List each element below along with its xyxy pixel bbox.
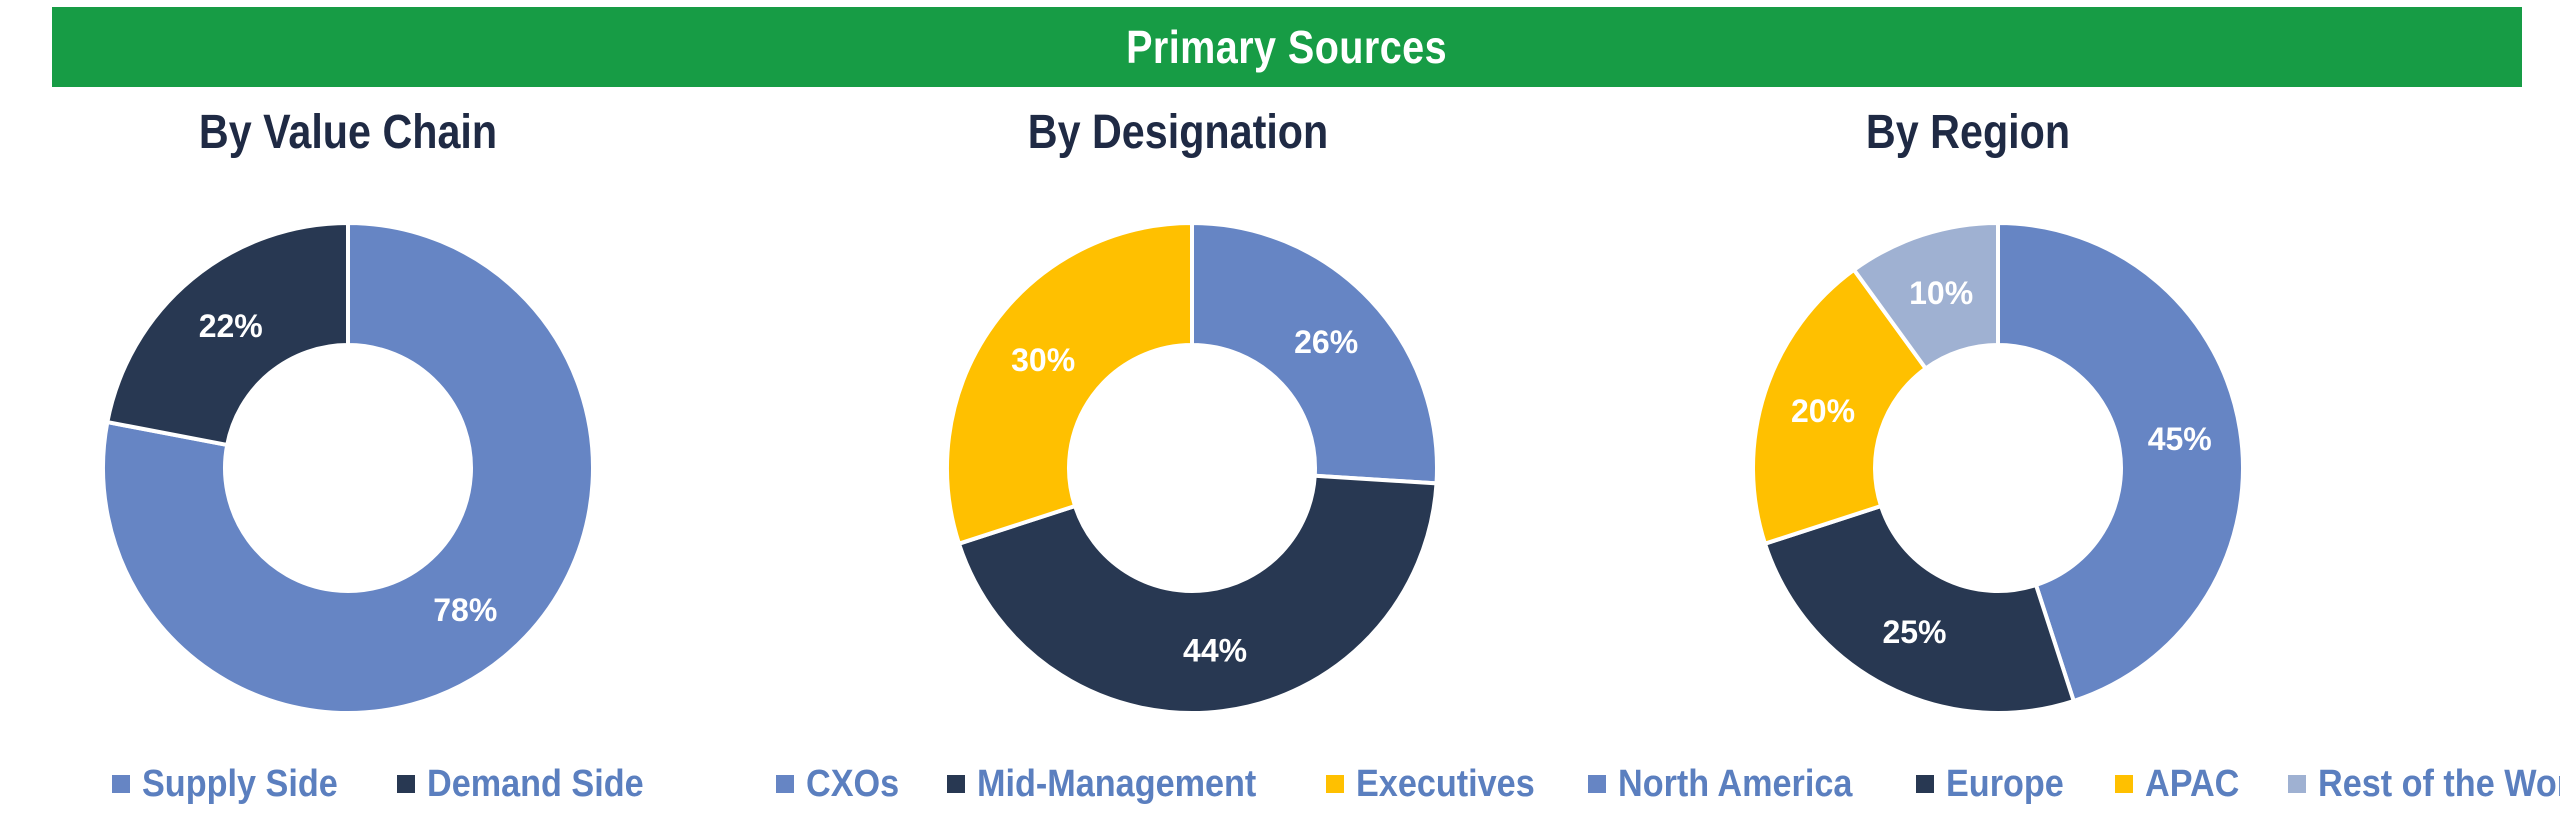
donut-value-chain: 78% 22% xyxy=(101,220,595,715)
chart-title-region: By Region xyxy=(1865,106,2071,159)
legend-swatch-icon xyxy=(776,775,794,793)
slice-mid-management xyxy=(956,473,1439,715)
slice-label-apac: 20% xyxy=(1791,393,1855,429)
donut-designation: 26% 44% 30% xyxy=(945,220,1439,715)
legend-item-cxos: CXOs xyxy=(776,763,909,806)
legend-swatch-icon xyxy=(397,775,416,793)
legend-swatch-icon xyxy=(2288,775,2307,793)
legend-value-chain: Supply Side Demand Side xyxy=(112,752,668,816)
legend-item-supply-side: Supply Side xyxy=(112,763,359,806)
legend-label: APAC xyxy=(2145,762,2240,805)
slice-label-mid-management: 44% xyxy=(1183,633,1247,669)
slice-label-rest-of-the-world: 10% xyxy=(1909,275,1973,311)
legend-swatch-icon xyxy=(1325,775,1344,793)
legend-item-executives: Executives xyxy=(1325,762,1555,806)
slice-label-supply-side: 78% xyxy=(433,592,497,628)
legend-label: Supply Side xyxy=(142,762,338,805)
legend-label: CXOs xyxy=(806,762,900,805)
chart-title-designation: By Designation xyxy=(1027,106,1329,159)
legend-designation: CXOs Mid-Management Executives xyxy=(776,752,1554,816)
slice-label-europe: 25% xyxy=(1882,614,1946,650)
legend-label: Executives xyxy=(1355,762,1535,805)
legend-item-north-america: North America xyxy=(1588,763,1878,806)
legend-item-apac: APAC xyxy=(2115,763,2250,806)
page-title: Primary Sources xyxy=(1126,21,1448,73)
legend-label: Rest of the World xyxy=(2318,762,2560,805)
slice-north-america xyxy=(1996,220,2246,704)
slice-label-north-america: 45% xyxy=(2148,421,2212,457)
slice-executives xyxy=(945,220,1194,547)
legend-label: Europe xyxy=(1946,762,2065,805)
legend-swatch-icon xyxy=(1916,775,1935,793)
legend-swatch-icon xyxy=(2115,775,2134,793)
slice-rest-of-the-world xyxy=(1851,220,2000,372)
legend-region: North America Europe APAC Rest of the World xyxy=(1588,752,2560,816)
legend-label: North America xyxy=(1618,762,1853,805)
legend-item-europe: Europe xyxy=(1916,763,2077,806)
slice-europe xyxy=(1762,503,2077,716)
slice-apac xyxy=(1750,266,1929,547)
donut-region: 45% 25% 20% 10% xyxy=(1750,220,2246,716)
legend-swatch-icon xyxy=(947,775,966,793)
slice-label-demand-side: 22% xyxy=(199,308,263,344)
header-banner: Primary Sources xyxy=(52,7,2522,87)
legend-swatch-icon xyxy=(1588,775,1606,793)
legend-item-rest-of-the-world: Rest of the World xyxy=(2288,763,2560,806)
chart-title-value-chain: By Value Chain xyxy=(198,106,498,159)
slice-supply-side xyxy=(101,220,595,715)
legend-item-demand-side: Demand Side xyxy=(397,763,668,806)
slice-demand-side xyxy=(104,220,350,448)
legend-item-mid-management: Mid-Management xyxy=(947,763,1287,806)
slice-cxos xyxy=(1190,220,1439,486)
legend-swatch-icon xyxy=(112,775,130,793)
slice-label-executives: 30% xyxy=(1011,342,1075,378)
slice-label-cxos: 26% xyxy=(1294,324,1358,360)
legend-label: Mid-Management xyxy=(977,762,1257,805)
legend-label: Demand Side xyxy=(427,762,645,805)
